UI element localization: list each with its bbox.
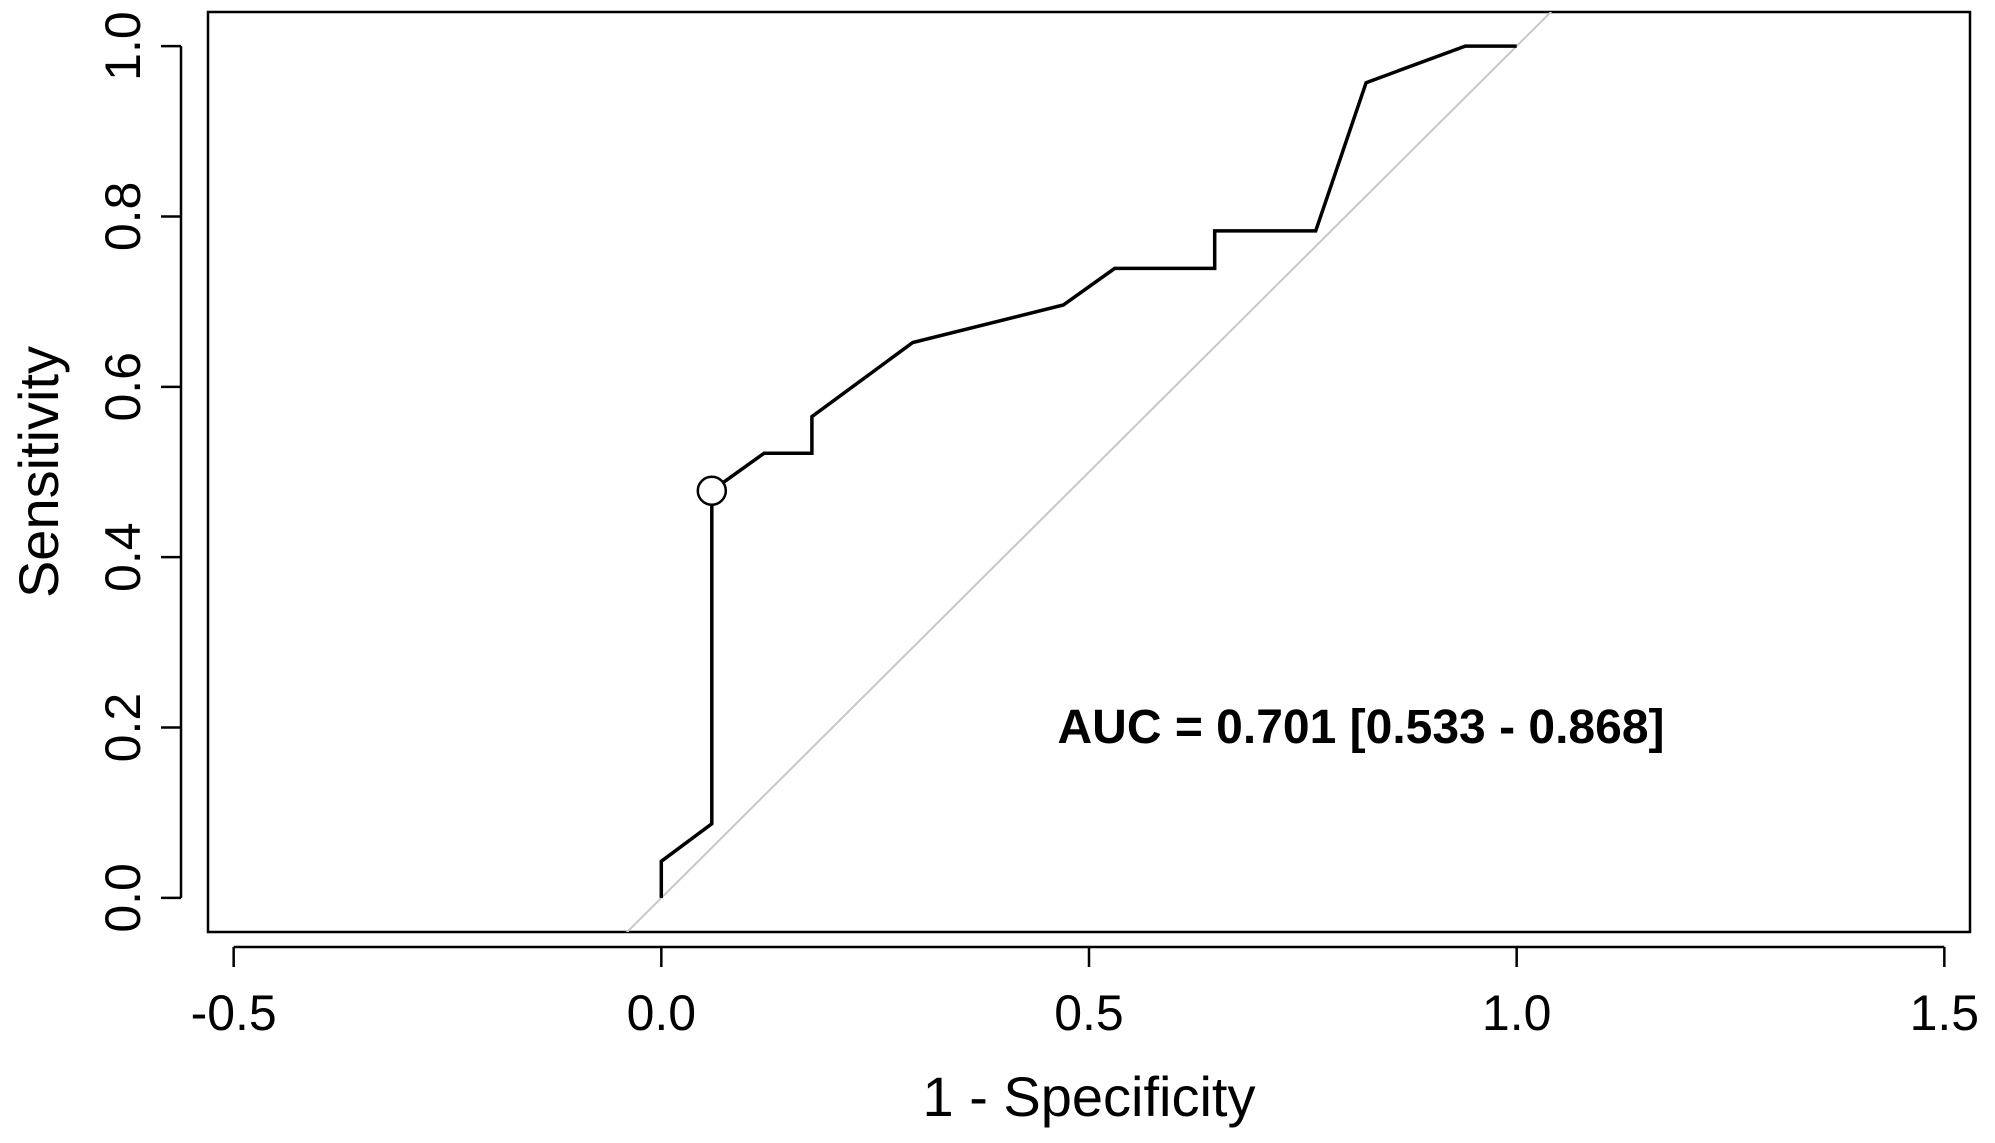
roc-curve-line — [659, 44, 1517, 898]
reference-diagonal-line — [625, 12, 1553, 932]
x-tick-label: 1.0 — [1482, 985, 1552, 1041]
y-tick-label: 1.0 — [95, 11, 151, 81]
y-axis-title: Sensitivity — [7, 346, 70, 598]
x-tick-label: 0.5 — [1054, 985, 1124, 1041]
y-tick-label: 0.8 — [95, 182, 151, 252]
y-tick-label: 0.2 — [95, 693, 151, 763]
x-axis-title: 1 - Specificity — [923, 1065, 1256, 1128]
x-tick-label: 1.5 — [1910, 985, 1980, 1041]
plot-frame — [206, 10, 1972, 934]
x-tick-label: -0.5 — [191, 985, 277, 1041]
y-tick-label: 0.0 — [95, 863, 151, 933]
x-tick-label: 0.0 — [627, 985, 697, 1041]
y-tick-label: 0.6 — [95, 352, 151, 422]
auc-annotation: AUC = 0.701 [0.533 - 0.868] — [1057, 701, 1664, 754]
y-tick-label: 0.4 — [95, 522, 151, 592]
best-threshold-point — [696, 475, 728, 506]
